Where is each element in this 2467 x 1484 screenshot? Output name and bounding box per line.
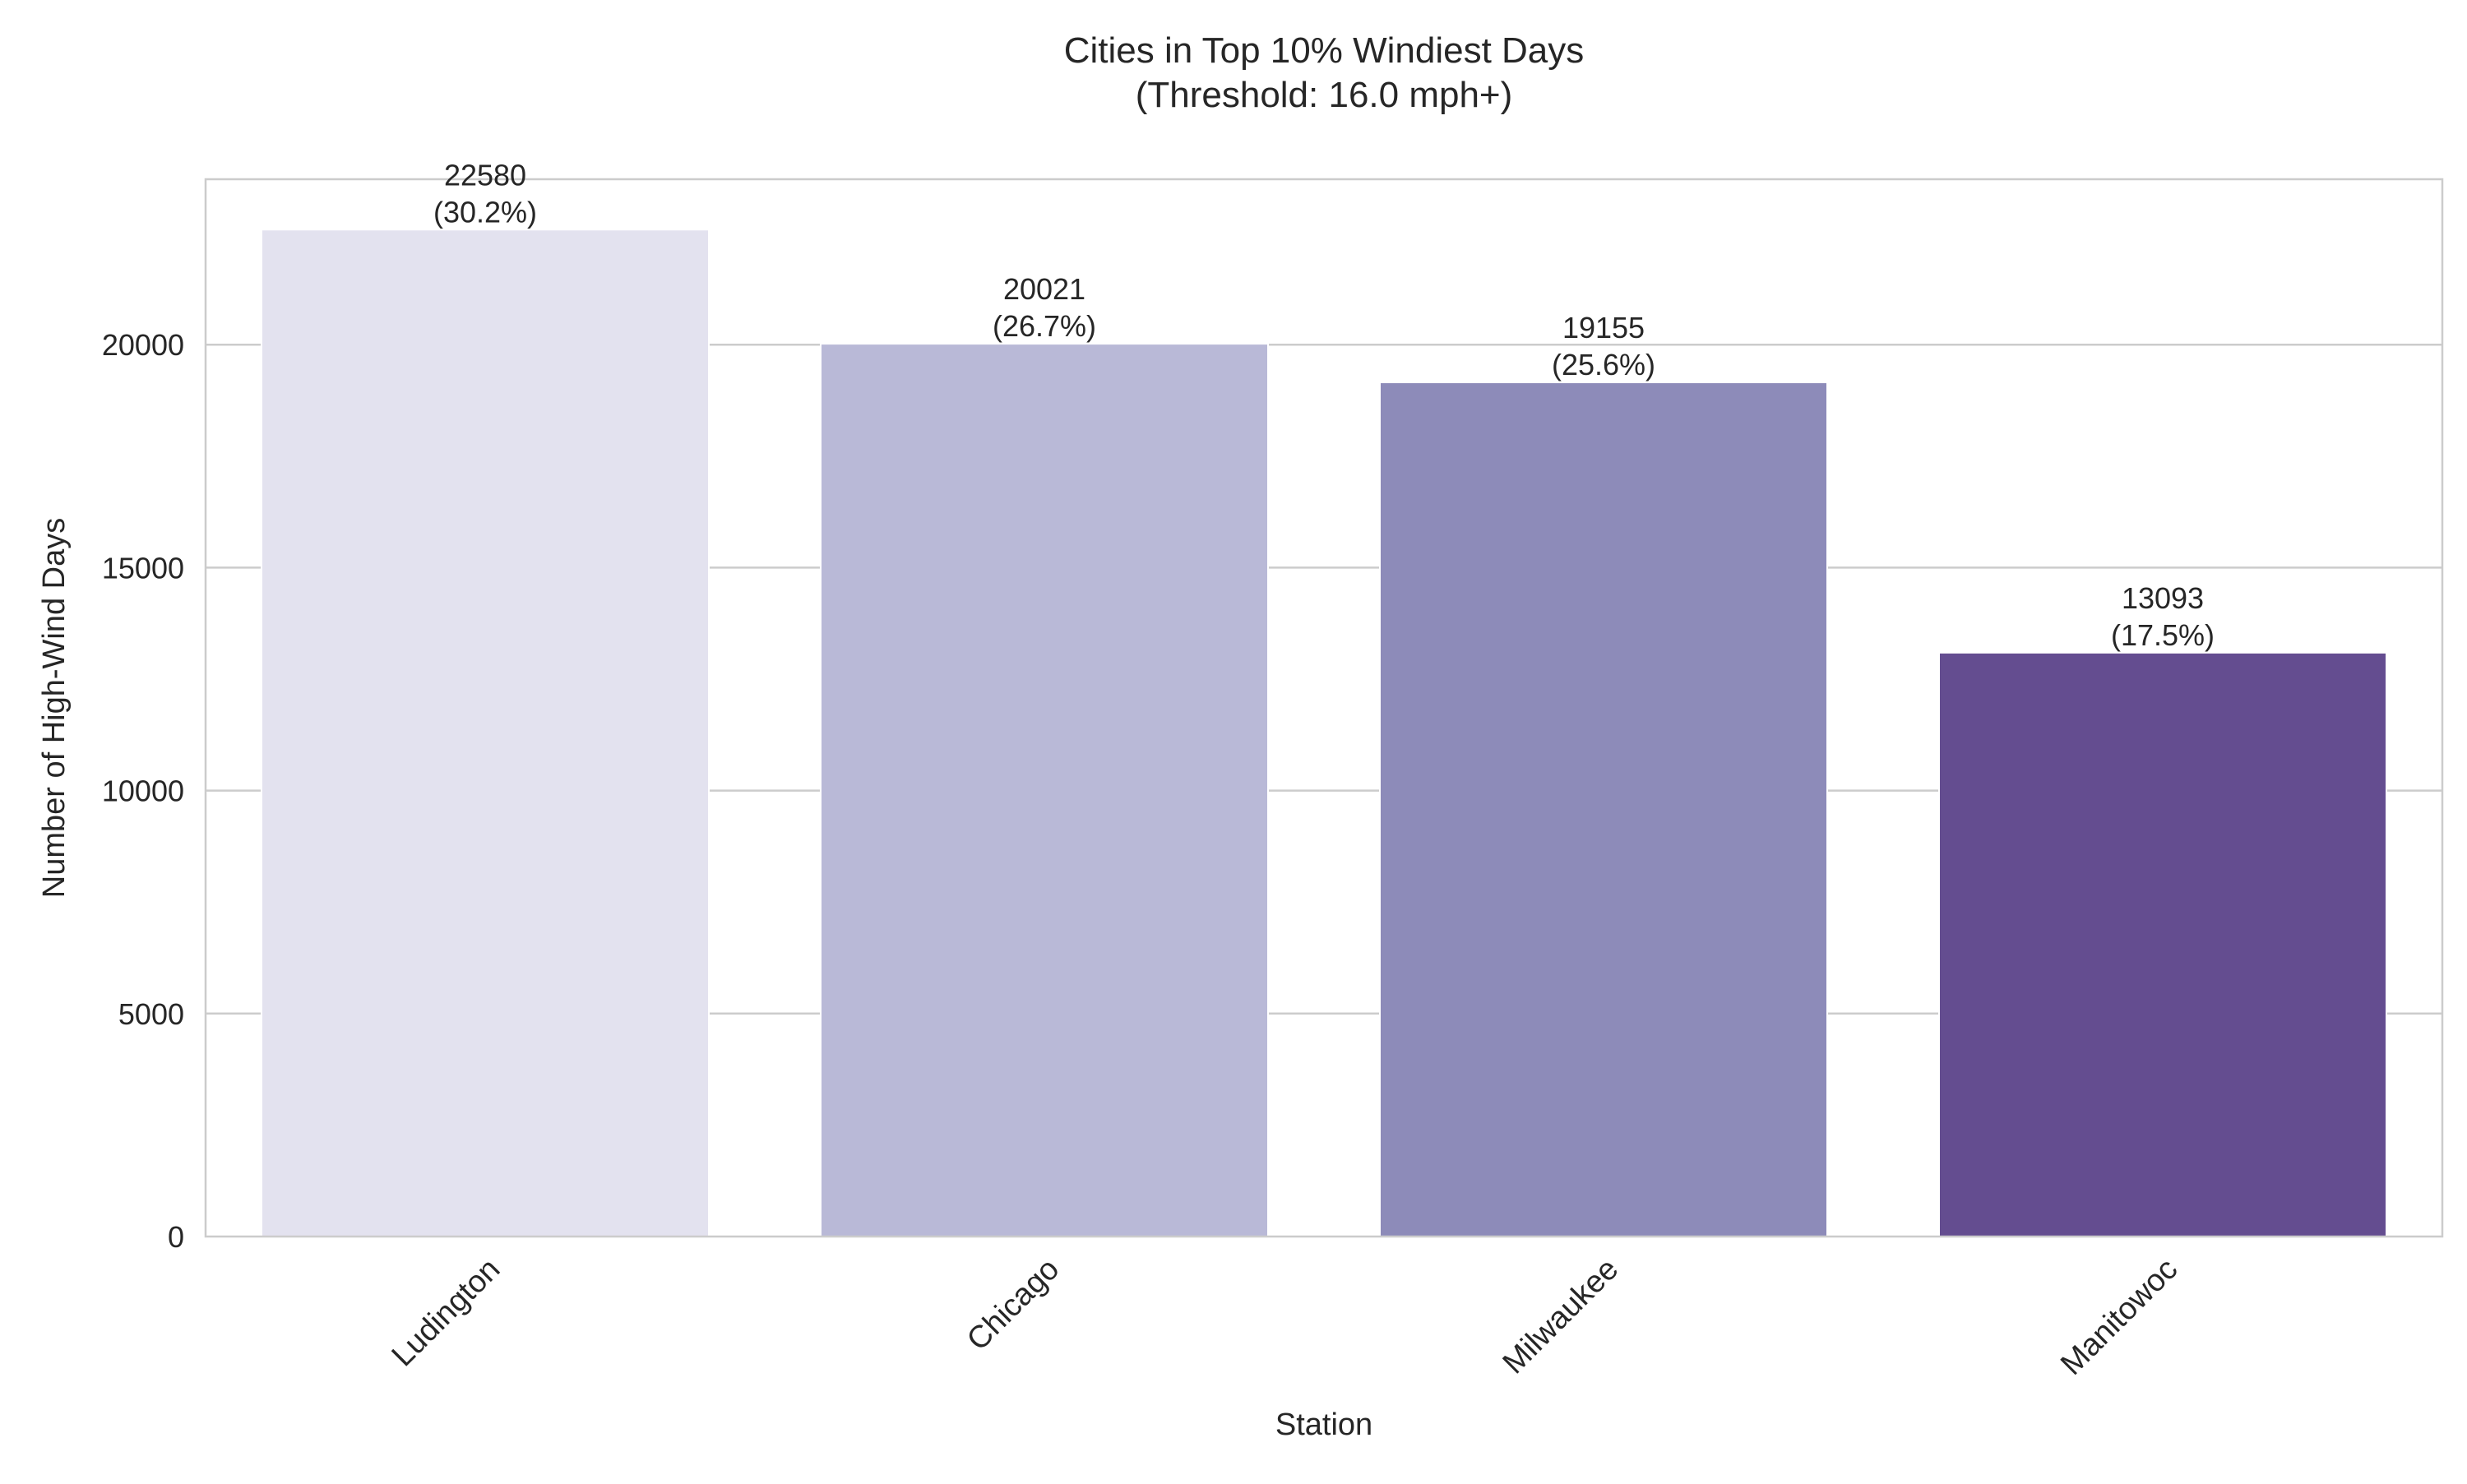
bar-percent-label: (30.2%)	[433, 195, 537, 229]
bar	[820, 343, 1269, 1237]
y-tick-label: 15000	[102, 551, 184, 585]
y-tick-label: 5000	[118, 997, 184, 1031]
y-axis-label: Number of High-Wind Days	[37, 518, 72, 898]
bar-value-label: 13093	[2122, 581, 2204, 615]
bar	[261, 229, 710, 1237]
chart-title: Cities in Top 10% Windiest Days	[1064, 30, 1585, 71]
bar-value-label: 20021	[1003, 272, 1085, 306]
x-axis-label: Station	[1275, 1408, 1372, 1442]
y-tick-label: 10000	[102, 774, 184, 808]
chart-subtitle: (Threshold: 16.0 mph+)	[1136, 75, 1513, 115]
x-tick-label: Ludington	[386, 1252, 507, 1374]
x-tick-label: Milwaukee	[1497, 1252, 1626, 1381]
bars	[261, 229, 2387, 1237]
bar-percent-label: (26.7%)	[993, 309, 1096, 343]
bar-value-label: 19155	[1562, 311, 1645, 344]
y-tick-label: 20000	[102, 328, 184, 362]
bar-percent-label: (17.5%)	[2111, 618, 2215, 652]
bar	[1379, 381, 1828, 1237]
bar	[1938, 651, 2387, 1237]
y-axis-ticks: 0 5000 10000 15000 20000	[102, 328, 184, 1254]
data-labels: 22580(30.2%) 20021(26.7%) 19155 (25.6%) 1309…	[433, 158, 2215, 652]
x-tick-label: Chicago	[960, 1252, 1066, 1357]
x-tick-label: Manitowoc	[2054, 1252, 2184, 1382]
bar-value-label: 22580	[444, 158, 526, 192]
y-tick-label: 0	[168, 1220, 184, 1254]
plot-frame	[204, 178, 2444, 1238]
bar-percent-label: (25.6%)	[1552, 348, 1655, 381]
x-axis-ticks: Ludington Chicago Milwaukee Manitowoc	[386, 1252, 2185, 1382]
